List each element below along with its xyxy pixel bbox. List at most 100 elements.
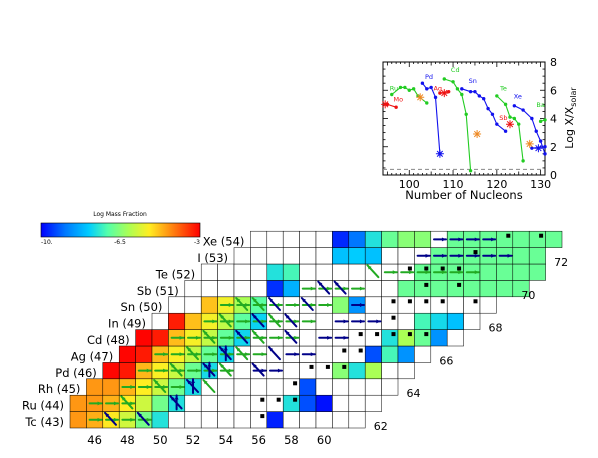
flow-arrow-head bbox=[137, 412, 142, 418]
neutron-number-tick-label: 56 bbox=[251, 433, 266, 447]
element-label: Tc (43) bbox=[24, 415, 64, 429]
inset-data-point bbox=[508, 115, 512, 119]
nuclide-cell bbox=[463, 296, 481, 314]
inset-data-point bbox=[407, 88, 411, 92]
flow-arrow-head bbox=[219, 347, 224, 352]
inset-star-marker bbox=[416, 93, 425, 102]
nuclide-cell bbox=[528, 230, 546, 248]
inset-star-marker bbox=[381, 100, 390, 109]
mass-number-label: 66 bbox=[439, 354, 453, 367]
stable-isotope-marker bbox=[407, 266, 412, 271]
nuclide-cell bbox=[217, 411, 235, 429]
inset-y-tick-label: 8 bbox=[550, 56, 557, 69]
nuclide-cell bbox=[282, 362, 300, 380]
inset-element-annotation: Ba bbox=[536, 101, 544, 109]
flow-arrow-head bbox=[277, 335, 282, 340]
nuclide-cell bbox=[414, 230, 432, 248]
nuclide-cell bbox=[348, 345, 366, 363]
nuclide-cell bbox=[430, 312, 448, 330]
nuclide-chart: Xe (54) I (53)Te (52) Sb (51) Sn (50) In (49… bbox=[22, 230, 568, 447]
inset-data-point bbox=[425, 101, 429, 105]
nuclide-cell bbox=[348, 247, 366, 265]
inset-data-point bbox=[425, 87, 429, 91]
inset-y-tick-label: 2 bbox=[550, 141, 557, 154]
flow-arrow-head bbox=[285, 314, 290, 319]
inset-data-point bbox=[490, 112, 495, 116]
nuclide-cell bbox=[496, 263, 514, 281]
neutron-number-tick-label: 54 bbox=[218, 433, 233, 447]
nuclide-cell bbox=[332, 345, 350, 363]
flow-arrow-head bbox=[261, 319, 266, 324]
flow-arrow-head bbox=[228, 319, 233, 324]
flow-arrow-head bbox=[343, 335, 348, 340]
element-label: Xe (54) bbox=[203, 235, 245, 249]
inset-y-axis-label-sub: solar bbox=[569, 87, 578, 107]
nuclide-cell bbox=[528, 247, 546, 265]
nuclide-cell bbox=[381, 378, 399, 396]
flow-arrow-head bbox=[441, 253, 446, 258]
element-label: In (49) bbox=[108, 317, 146, 331]
nuclide-cell bbox=[332, 296, 350, 314]
inset-data-point bbox=[411, 87, 416, 91]
nuclide-cell bbox=[381, 296, 399, 314]
inset-plot-frame bbox=[382, 61, 546, 176]
inset-star-marker bbox=[534, 144, 543, 153]
stable-isotope-marker bbox=[440, 299, 445, 304]
nuclide-cell bbox=[512, 247, 530, 265]
nuclide-cell bbox=[414, 280, 432, 298]
flow-arrow-head bbox=[195, 368, 200, 373]
nuclide-cell bbox=[512, 263, 530, 281]
colorbar: Log Mass Fraction -10. -6.5 -3 bbox=[40, 211, 201, 246]
flow-arrow-head bbox=[207, 362, 212, 367]
nuclide-cell bbox=[332, 230, 350, 248]
inset-data-point bbox=[398, 85, 403, 90]
flow-arrow-head bbox=[245, 352, 250, 357]
nuclide-cell bbox=[364, 345, 382, 363]
nuclide-cell bbox=[528, 263, 546, 281]
inset-data-point bbox=[503, 129, 508, 133]
stable-isotope-marker bbox=[457, 266, 462, 271]
nuclide-cell bbox=[315, 230, 333, 248]
neutron-number-tick-label: 46 bbox=[87, 433, 102, 447]
flow-arrow-head bbox=[261, 335, 266, 340]
nuclide-cell bbox=[200, 280, 218, 298]
flow-arrow-head bbox=[187, 347, 192, 352]
inset-data-point bbox=[503, 102, 508, 107]
nuclide-cell bbox=[348, 329, 366, 347]
nuclide-cell bbox=[414, 345, 432, 363]
inset-y-axis-label-group: Log X/Xsolar bbox=[563, 87, 578, 149]
nuclide-cell bbox=[397, 329, 415, 347]
stable-isotope-marker bbox=[407, 332, 412, 337]
neutron-number-tick-label: 52 bbox=[186, 433, 201, 447]
nuclide-cell bbox=[381, 329, 399, 347]
neutron-number-tick-labels: 46 48 50 52 54 56 58 60 bbox=[87, 433, 331, 447]
flow-arrow-head bbox=[327, 303, 332, 307]
nuclide-cell bbox=[496, 230, 514, 248]
stable-isotope-marker bbox=[440, 266, 445, 271]
nuclide-cell bbox=[282, 280, 300, 298]
flow-arrow-head bbox=[252, 298, 257, 303]
inset-star-markers bbox=[381, 89, 543, 158]
nuclide-cell bbox=[282, 411, 300, 429]
stable-isotope-marker bbox=[391, 332, 396, 337]
flow-arrow-head bbox=[301, 298, 306, 303]
nuclide-cell bbox=[332, 362, 350, 380]
colorbar-tick-max: -3 bbox=[194, 239, 200, 246]
element-label: Cd (48) bbox=[87, 333, 130, 347]
flow-arrow-head bbox=[252, 330, 257, 336]
nuclide-cell bbox=[348, 263, 366, 281]
flow-arrow-head bbox=[327, 286, 332, 291]
nuclide-cell bbox=[184, 411, 202, 429]
nuclide-cell bbox=[266, 247, 284, 265]
nuclide-cell bbox=[299, 362, 317, 380]
inset-data-point bbox=[530, 116, 534, 121]
flow-arrow-head bbox=[195, 352, 200, 357]
inset-star-marker bbox=[440, 89, 449, 98]
nuclide-cell bbox=[381, 247, 399, 265]
nuclide-cell bbox=[250, 280, 268, 298]
flow-arrow-head bbox=[425, 270, 430, 275]
flow-arrow-head bbox=[219, 314, 224, 319]
flow-arrow-head bbox=[179, 368, 184, 373]
stable-isotope-marker bbox=[391, 315, 396, 320]
stable-isotope-marker bbox=[424, 266, 429, 271]
